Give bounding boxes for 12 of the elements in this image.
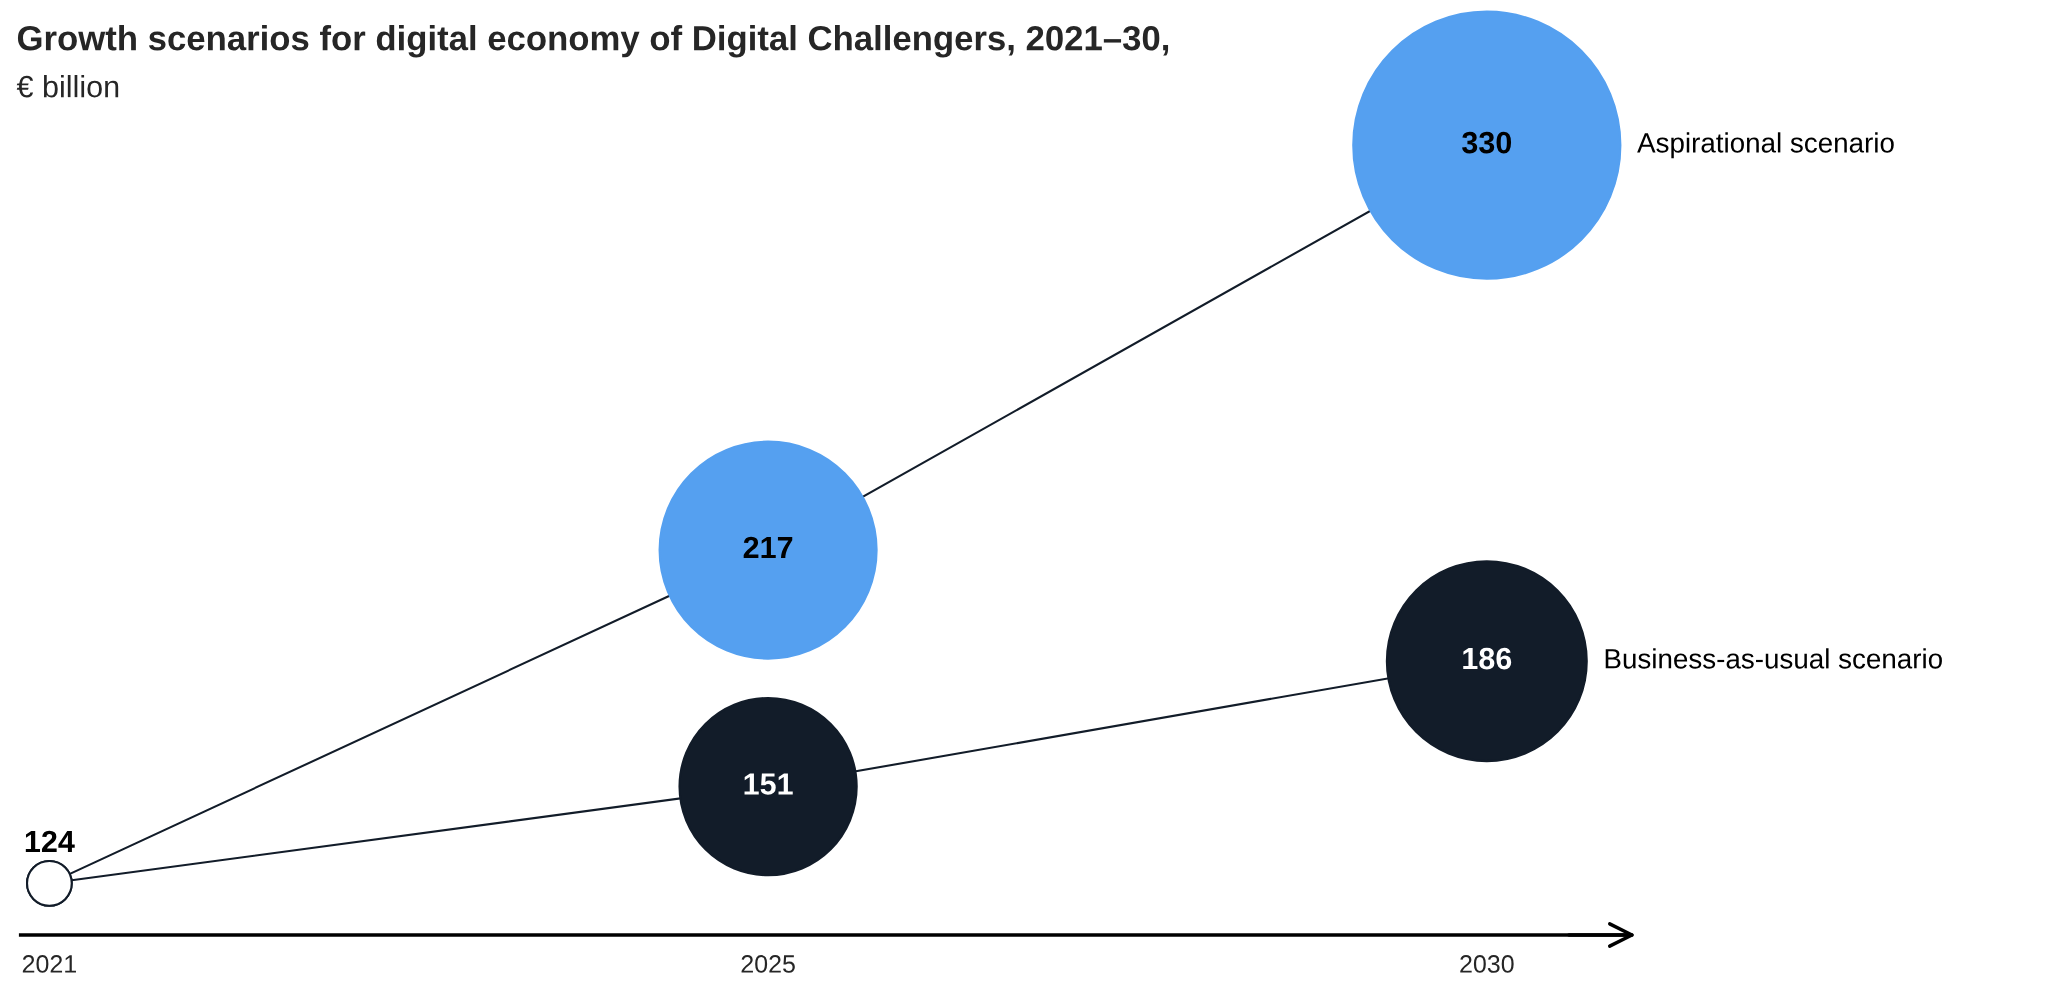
data-label: 330 bbox=[1462, 131, 1512, 154]
data-label: 217 bbox=[743, 536, 793, 559]
series-label: Business-as-usual scenario bbox=[1605, 648, 1942, 669]
chart-subtitle: € billion bbox=[16, 75, 119, 98]
x-tick-label: 2025 bbox=[741, 955, 795, 973]
x-tick-label: 2021 bbox=[22, 955, 76, 973]
data-label: 151 bbox=[744, 773, 793, 795]
x-tick-label: 2030 bbox=[1460, 955, 1514, 973]
series-label: Aspirational scenario bbox=[1637, 132, 1894, 159]
chart-title: Growth scenarios for digital economy of Digital Challengers, 2021–30, bbox=[17, 25, 1169, 58]
data-label: 186 bbox=[1463, 647, 1512, 670]
data-label: 124 bbox=[25, 830, 75, 852]
